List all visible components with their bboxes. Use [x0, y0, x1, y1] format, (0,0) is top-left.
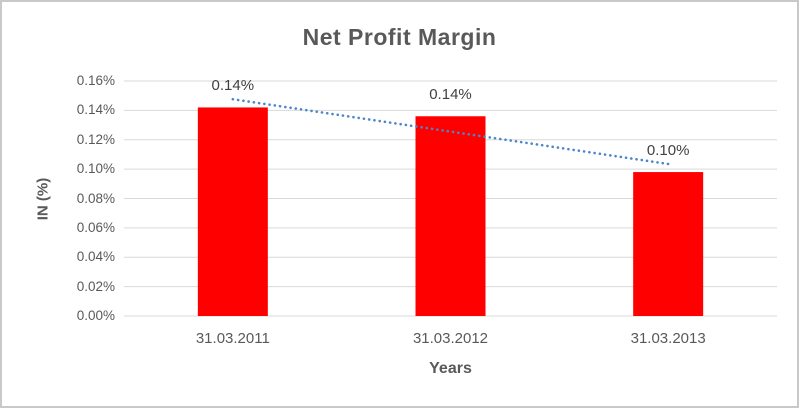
- x-tick-label: 31.03.2011: [195, 330, 270, 347]
- y-tick-label: 0.16%: [76, 73, 115, 88]
- y-tick-label: 0.00%: [76, 308, 115, 323]
- y-tick-label: 0.14%: [76, 102, 115, 118]
- bar-data-label: 0.14%: [429, 86, 472, 104]
- bar-data-label: 0.10%: [646, 142, 690, 160]
- y-tick-label: 0.12%: [76, 131, 115, 147]
- y-tick-label: 0.08%: [76, 190, 115, 206]
- trendline: [231, 97, 670, 166]
- chart-title: Net Profit Margin: [302, 24, 497, 50]
- x-tick-label: 31.03.2012: [412, 330, 489, 347]
- x-tick-label: 31.03.2013: [630, 330, 706, 347]
- bar-series: [197, 107, 704, 316]
- y-tick-label: 0.10%: [76, 161, 115, 177]
- y-tick-label: 0.02%: [76, 278, 115, 294]
- y-axis-title-text: IN (%): [34, 177, 52, 221]
- y-tick-label: 0.04%: [76, 249, 115, 265]
- x-axis-title: Years: [429, 360, 472, 377]
- bar-data-label: 0.14%: [211, 77, 255, 95]
- y-tick-label: 0.06%: [76, 219, 115, 235]
